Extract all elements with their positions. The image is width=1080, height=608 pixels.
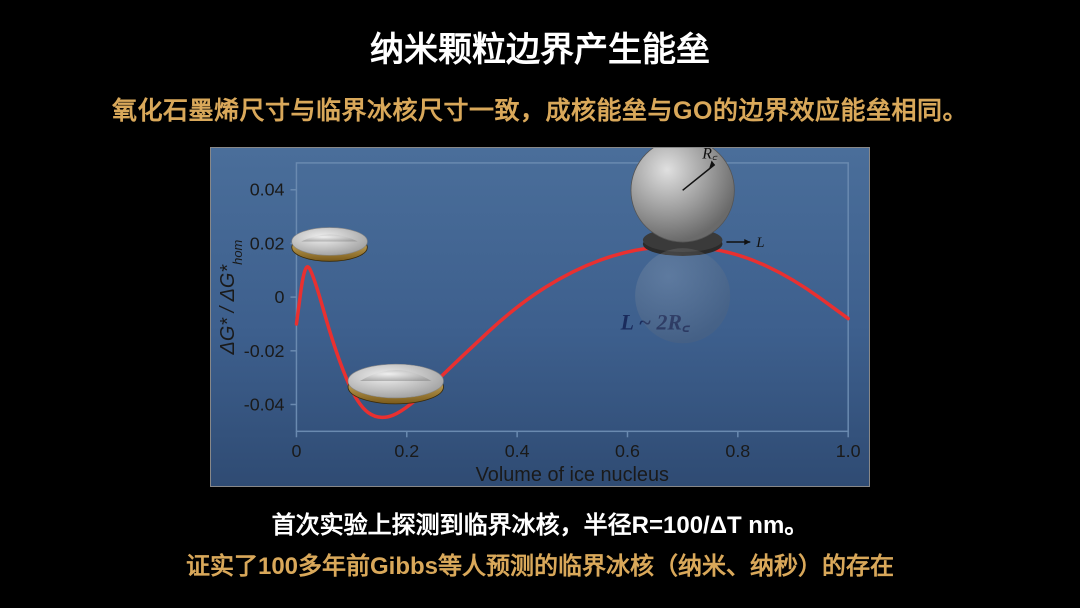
svg-text:0: 0 bbox=[291, 441, 301, 461]
svg-text:L: L bbox=[755, 235, 764, 251]
svg-text:0: 0 bbox=[275, 287, 285, 307]
chart-svg: -0.04 -0.02 0 0.02 0.04 0 0.2 0.4 0.6 0.8 1.0 Volum… bbox=[211, 148, 869, 486]
slide-subtitle: 氧化石墨烯尺寸与临界冰核尺寸一致，成核能垒与GO的边界效应能垒相同。 bbox=[0, 71, 1080, 127]
svg-text:0.8: 0.8 bbox=[725, 441, 750, 461]
caption-line-1: 首次实验上探测到临界冰核，半径R=100/ΔT nm。 bbox=[0, 487, 1080, 540]
svg-text:1.0: 1.0 bbox=[836, 441, 861, 461]
energy-barrier-chart: -0.04 -0.02 0 0.02 0.04 0 0.2 0.4 0.6 0.8 1.0 Volum… bbox=[210, 147, 870, 487]
svg-text:0.02: 0.02 bbox=[250, 233, 285, 253]
svg-text:R꜀: R꜀ bbox=[701, 148, 718, 162]
svg-text:-0.02: -0.02 bbox=[244, 341, 285, 361]
svg-text:0.4: 0.4 bbox=[505, 441, 530, 461]
svg-text:0.04: 0.04 bbox=[250, 180, 285, 200]
caption-line-2: 证实了100多年前Gibbs等人预测的临界冰核（纳米、纳秒）的存在 bbox=[0, 540, 1080, 581]
svg-text:-0.04: -0.04 bbox=[244, 394, 285, 414]
slide-title: 纳米颗粒边界产生能垒 bbox=[0, 0, 1080, 71]
svg-text:0.2: 0.2 bbox=[394, 441, 419, 461]
svg-text:Volume of ice nucleus: Volume of ice nucleus bbox=[476, 464, 669, 486]
svg-text:ΔG* / ΔG*hom: ΔG* / ΔG*hom bbox=[217, 239, 245, 355]
svg-text:0.6: 0.6 bbox=[615, 441, 640, 461]
